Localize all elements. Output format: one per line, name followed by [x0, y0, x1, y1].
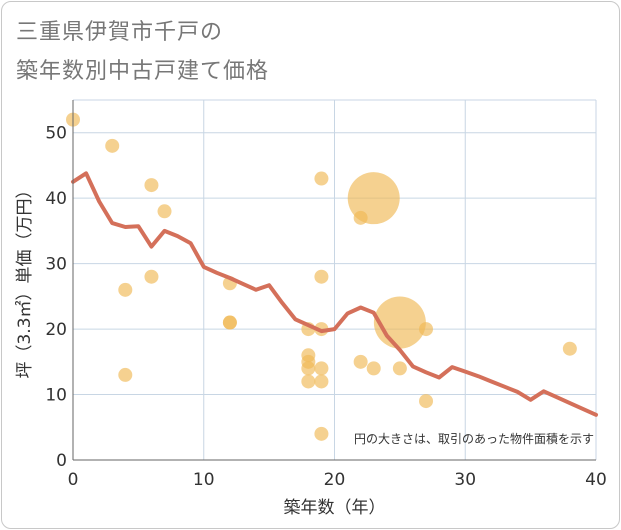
data-points [66, 112, 577, 441]
tick-labels: 0 10 20 30 40 0 10 20 30 40 50 [45, 124, 606, 490]
data-point-18 [314, 361, 329, 376]
x-tick-label-3: 30 [454, 470, 476, 490]
data-point-19 [314, 374, 329, 389]
data-point-24 [366, 361, 381, 376]
y-tick-label-1: 10 [45, 386, 67, 406]
data-point-16 [314, 269, 329, 284]
trend-line-group [71, 171, 598, 417]
size-note: 円の大きさは、取引のあった物件面積を示す [354, 431, 594, 446]
y-tick-label-2: 20 [45, 320, 67, 340]
data-point-5 [144, 269, 159, 284]
axes [72, 100, 596, 461]
data-point-13 [301, 361, 316, 376]
grid-lines [73, 99, 597, 460]
y-tick-label-0: 0 [56, 451, 67, 471]
data-point-3 [118, 367, 133, 382]
x-tick-label-0: 0 [68, 470, 79, 490]
x-tick-label-1: 10 [193, 470, 215, 490]
data-point-28 [419, 394, 434, 409]
x-axis-label: 築年数（年） [284, 498, 386, 518]
data-point-6 [157, 204, 172, 219]
data-point-4 [144, 178, 159, 193]
data-point-22 [353, 354, 368, 369]
data-point-2 [118, 282, 133, 297]
y-tick-label-3: 30 [45, 255, 67, 275]
data-point-23 [347, 172, 400, 225]
data-point-1 [105, 138, 120, 153]
data-point-9 [222, 315, 237, 330]
data-point-27 [419, 322, 434, 337]
data-point-26 [392, 361, 407, 376]
chart-title-line2: 築年数別中古戸建て価格 [16, 59, 270, 84]
y-axis-label: 坪（3.3㎡）単価（万円） [15, 181, 35, 378]
data-point-14 [301, 374, 316, 389]
trend-line [71, 171, 598, 417]
y-tick-label-4: 40 [45, 189, 67, 209]
data-point-15 [314, 171, 329, 186]
data-point-20 [314, 426, 329, 441]
x-tick-label-4: 40 [585, 470, 607, 490]
data-point-25 [373, 296, 426, 349]
data-point-29 [562, 341, 577, 356]
chart-title-line1: 三重県伊賀市千戸の [16, 20, 224, 45]
y-tick-label-5: 50 [45, 124, 67, 144]
x-tick-label-2: 20 [324, 470, 346, 490]
